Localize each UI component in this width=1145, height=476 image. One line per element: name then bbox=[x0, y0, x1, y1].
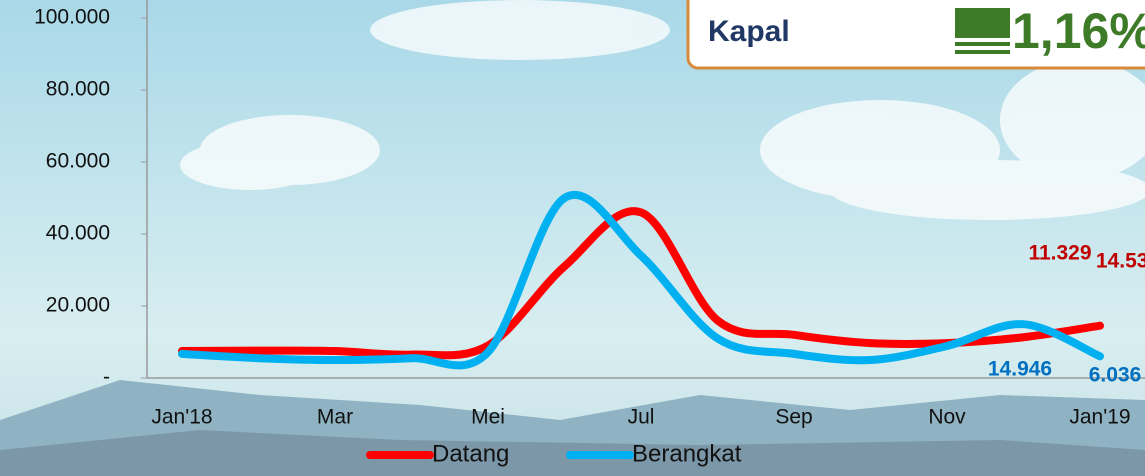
y-tick-label: 80.000 bbox=[46, 78, 110, 101]
legend-label: Datang bbox=[432, 440, 509, 467]
clouds bbox=[180, 0, 1145, 220]
legend-label: Berangkat bbox=[632, 440, 742, 467]
header-panel bbox=[686, 0, 1145, 70]
x-tick-label: Mar bbox=[317, 406, 353, 429]
icon bbox=[955, 8, 1010, 38]
x-tick-label: Mei bbox=[471, 406, 505, 429]
x-tick-label: Jan'19 bbox=[1069, 406, 1130, 429]
y-tick-label: 20.000 bbox=[46, 294, 110, 317]
x-tick-label: Sep bbox=[775, 406, 812, 429]
data-label: 14.530 bbox=[1096, 250, 1145, 273]
data-label: 11.329 bbox=[1028, 242, 1091, 265]
header-value: 1,16% bbox=[1012, 3, 1145, 59]
y-tick-label: 60.000 bbox=[46, 150, 110, 173]
x-tick-label: Nov bbox=[928, 406, 966, 429]
header-label: Kapal bbox=[708, 15, 790, 48]
y-tick-label: 100.000 bbox=[34, 6, 110, 29]
x-tick-label: Jan'18 bbox=[151, 406, 212, 429]
y-tick-label: 40.000 bbox=[46, 222, 110, 245]
header-box: Kapal 1,16% bbox=[686, 0, 1145, 70]
icon bbox=[955, 42, 1010, 46]
icon bbox=[955, 50, 1010, 54]
data-label: 14.946 bbox=[988, 358, 1052, 381]
data-label: 6.036 bbox=[1089, 364, 1142, 387]
y-tick-label: - bbox=[103, 366, 110, 389]
line bbox=[178, 191, 1104, 370]
x-tick-label: Jul bbox=[628, 406, 655, 429]
